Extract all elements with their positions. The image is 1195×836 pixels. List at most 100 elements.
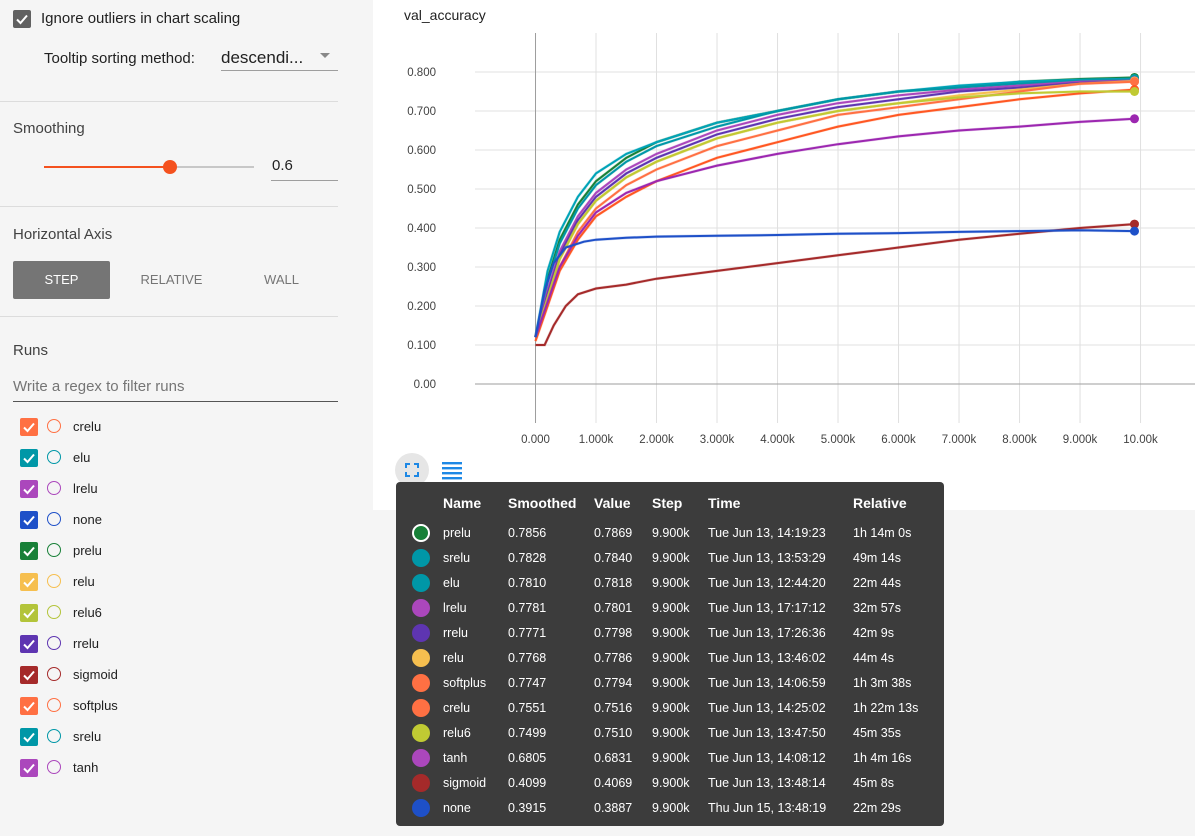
row-time: Tue Jun 13, 13:53:29	[708, 551, 826, 565]
row-time: Tue Jun 13, 14:19:23	[708, 526, 826, 540]
run-color-ring-icon[interactable]	[47, 698, 61, 712]
run-color-ring-icon[interactable]	[47, 667, 61, 681]
series-line[interactable]	[534, 78, 1135, 338]
tooltip-sort-select[interactable]: descendi...	[221, 44, 338, 71]
axis-relative-button[interactable]: RELATIVE	[140, 272, 203, 287]
run-label: tanh	[73, 760, 99, 775]
check-icon	[23, 670, 35, 681]
y-tick-label: 0.600	[407, 145, 436, 157]
smoothing-slider-thumb[interactable]	[163, 160, 177, 174]
series-end-point[interactable]	[1129, 87, 1139, 96]
series-line[interactable]	[534, 80, 1135, 338]
row-name: rrelu	[443, 626, 469, 640]
run-label: crelu	[73, 419, 102, 434]
tooltip-row-sigmoid: sigmoid 0.4099 0.4069 9.900k Tue Jun 13, 13:…	[396, 772, 944, 797]
run-checkbox[interactable]	[20, 728, 38, 746]
val-accuracy-chart[interactable]: 0.000 1.000k 2.000k 3.000k 4.000k 5.000k 6.000…	[373, 0, 1195, 450]
x-tick-label: 8.000k	[1002, 434, 1037, 446]
tooltip-row-lrelu: lrelu 0.7781 0.7801 9.900k Tue Jun 13, 17:17…	[396, 597, 944, 622]
series-end-point[interactable]	[1129, 226, 1139, 236]
run-color-ring-icon[interactable]	[47, 512, 61, 526]
row-relative: 1h 14m 0s	[853, 526, 912, 540]
series-line[interactable]	[534, 88, 1135, 342]
row-step: 9.900k	[652, 651, 690, 665]
series-line[interactable]	[534, 80, 1135, 338]
y-tick-label: 0.100	[407, 340, 436, 352]
row-value: 0.4069	[594, 776, 633, 790]
x-tick-label: 5.000k	[821, 434, 856, 446]
check-icon	[23, 608, 35, 619]
row-value: 0.7801	[594, 601, 633, 615]
series-line[interactable]	[534, 117, 1135, 338]
run-checkbox[interactable]	[20, 511, 38, 529]
series-color-dot	[412, 699, 430, 717]
run-checkbox[interactable]	[20, 480, 38, 498]
ignore-outliers-checkbox[interactable]	[13, 10, 31, 28]
run-checkbox[interactable]	[20, 604, 38, 622]
run-color-ring-icon[interactable]	[47, 574, 61, 588]
row-relative: 1h 22m 13s	[853, 701, 919, 715]
run-color-ring-icon[interactable]	[47, 543, 61, 557]
runs-filter-input[interactable]: Write a regex to filter runs	[13, 374, 338, 402]
run-color-ring-icon[interactable]	[47, 636, 61, 650]
check-icon	[23, 484, 35, 495]
row-name: relu6	[443, 726, 471, 740]
series-end-point[interactable]	[1129, 77, 1139, 87]
smoothing-input[interactable]: 0.6	[271, 152, 338, 181]
divider	[0, 316, 338, 317]
tooltip-row-elu: elu 0.7810 0.7818 9.900k Tue Jun 13, 12:44:2…	[396, 572, 944, 597]
series-end-point[interactable]	[1129, 219, 1139, 229]
series-line[interactable]	[535, 223, 1135, 346]
y-tick-label: 0.500	[407, 184, 436, 196]
smoothing-slider-fill	[44, 166, 170, 168]
run-color-ring-icon[interactable]	[47, 481, 61, 495]
run-checkbox[interactable]	[20, 666, 38, 684]
run-checkbox[interactable]	[20, 573, 38, 591]
run-color-ring-icon[interactable]	[47, 419, 61, 433]
col-header-smoothed: Smoothed	[508, 495, 577, 511]
toggle-log-scale-button[interactable]	[440, 458, 464, 482]
series-line[interactable]	[534, 80, 1135, 338]
series-end-point[interactable]	[1129, 114, 1139, 124]
series-line[interactable]	[534, 229, 1135, 338]
row-relative: 1h 3m 38s	[853, 676, 912, 690]
check-icon	[23, 639, 35, 650]
series-line[interactable]	[534, 77, 1135, 338]
series-color-dot	[412, 774, 430, 792]
col-header-relative: Relative	[853, 495, 907, 511]
run-checkbox[interactable]	[20, 542, 38, 560]
row-value: 0.7510	[594, 726, 633, 740]
row-time: Tue Jun 13, 12:44:20	[708, 576, 826, 590]
run-checkbox[interactable]	[20, 449, 38, 467]
series-color-dot	[412, 799, 430, 817]
axis-step-button[interactable]: STEP	[13, 261, 110, 299]
run-color-ring-icon[interactable]	[47, 450, 61, 464]
run-checkbox[interactable]	[20, 635, 38, 653]
axis-wall-button[interactable]: WALL	[264, 272, 299, 287]
smoothing-slider[interactable]	[44, 160, 254, 174]
row-relative: 22m 44s	[853, 576, 901, 590]
row-time: Tue Jun 13, 14:06:59	[708, 676, 826, 690]
series-raw-line	[534, 77, 1135, 338]
y-tick-label: 0.700	[407, 106, 436, 118]
series-raw-line	[534, 77, 1135, 338]
row-time: Tue Jun 13, 13:46:02	[708, 651, 826, 665]
run-color-ring-icon[interactable]	[47, 760, 61, 774]
col-header-value: Value	[594, 495, 631, 511]
row-smoothed: 0.7551	[508, 701, 547, 715]
run-checkbox[interactable]	[20, 697, 38, 715]
expand-chart-button[interactable]	[395, 453, 429, 487]
row-step: 9.900k	[652, 676, 690, 690]
row-smoothed: 0.7747	[508, 676, 547, 690]
x-tick-label: 0.000	[521, 434, 550, 446]
smoothing-header: Smoothing	[13, 120, 85, 137]
run-label: prelu	[73, 543, 102, 558]
run-color-ring-icon[interactable]	[47, 729, 61, 743]
run-color-ring-icon[interactable]	[47, 605, 61, 619]
ignore-outliers-label: Ignore outliers in chart scaling	[41, 10, 241, 27]
series-line[interactable]	[534, 79, 1135, 338]
run-checkbox[interactable]	[20, 418, 38, 436]
run-checkbox[interactable]	[20, 759, 38, 777]
tooltip-row-crelu: crelu 0.7551 0.7516 9.900k Tue Jun 13, 14:25…	[396, 697, 944, 722]
row-value: 0.3887	[594, 801, 633, 815]
